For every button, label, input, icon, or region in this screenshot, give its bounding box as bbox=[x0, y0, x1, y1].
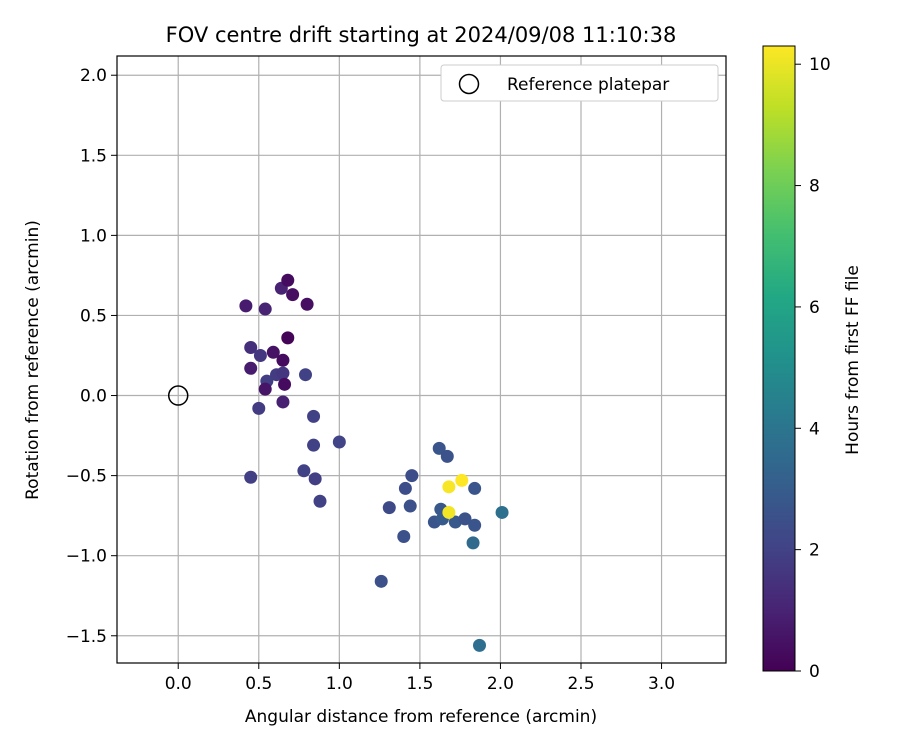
y-tick-label: 1.5 bbox=[80, 146, 107, 166]
data-point bbox=[440, 449, 454, 463]
data-point bbox=[239, 299, 253, 313]
data-point bbox=[281, 273, 295, 287]
y-tick-label: 0.0 bbox=[80, 387, 107, 407]
grid bbox=[117, 56, 726, 663]
data-point bbox=[374, 574, 388, 588]
data-point bbox=[432, 441, 446, 455]
colorbar: 0 2 4 6 8 10 Hours from first FF file bbox=[762, 45, 863, 682]
colorbar-tick-label: 0 bbox=[809, 662, 820, 682]
data-point bbox=[405, 469, 419, 483]
y-tick-label: −0.5 bbox=[66, 467, 107, 487]
legend-reference-marker-icon bbox=[458, 73, 480, 95]
data-point bbox=[397, 529, 411, 543]
data-point bbox=[468, 518, 482, 532]
plot-frame bbox=[116, 55, 727, 664]
data-point bbox=[276, 366, 290, 380]
y-tick-label: −1.5 bbox=[66, 627, 107, 647]
colorbar-gradient bbox=[762, 45, 796, 672]
colorbar-label: Hours from first FF file bbox=[843, 265, 863, 455]
data-point bbox=[297, 464, 311, 478]
data-point bbox=[442, 505, 456, 519]
data-point bbox=[313, 494, 327, 508]
data-point bbox=[244, 361, 258, 375]
data-point bbox=[308, 472, 322, 486]
reference-platepar-marker bbox=[167, 385, 189, 406]
data-point bbox=[276, 353, 290, 367]
legend: Reference platepar bbox=[440, 64, 719, 102]
data-point bbox=[332, 435, 346, 449]
data-point bbox=[403, 499, 417, 513]
data-point bbox=[398, 481, 412, 495]
data-point bbox=[473, 638, 486, 652]
x-axis-ticks: 0.0 0.5 1.0 1.5 2.0 2.5 3.0 bbox=[165, 663, 675, 694]
legend-box bbox=[440, 64, 719, 102]
data-point bbox=[442, 480, 456, 494]
y-tick-label: 1.0 bbox=[80, 226, 107, 246]
data-point bbox=[266, 345, 280, 359]
y-tick-label: 2.0 bbox=[80, 66, 107, 86]
data-point bbox=[244, 340, 258, 354]
colorbar-tick-label: 4 bbox=[809, 419, 820, 439]
data-point bbox=[258, 302, 272, 316]
data-point bbox=[468, 481, 482, 495]
x-tick-label: 0.0 bbox=[165, 674, 192, 694]
data-point bbox=[455, 473, 469, 487]
x-tick-label: 1.5 bbox=[406, 674, 433, 694]
data-points bbox=[239, 273, 509, 652]
data-point bbox=[307, 438, 321, 452]
x-tick-label: 1.0 bbox=[326, 674, 353, 694]
x-tick-label: 3.0 bbox=[648, 674, 675, 694]
colorbar-tick-label: 10 bbox=[809, 55, 831, 75]
chart-title: FOV centre drift starting at 2024/09/08 … bbox=[166, 23, 677, 47]
x-axis-label: Angular distance from reference (arcmin) bbox=[245, 707, 597, 727]
data-point bbox=[300, 297, 314, 311]
x-tick-label: 0.5 bbox=[245, 674, 272, 694]
data-point bbox=[382, 501, 396, 515]
x-tick-label: 2.5 bbox=[567, 674, 594, 694]
y-axis-ticks: −1.5 −1.0 −0.5 0.0 0.5 1.0 1.5 2.0 bbox=[66, 66, 117, 647]
data-point bbox=[299, 368, 312, 382]
colorbar-ticks: 0 2 4 6 8 10 bbox=[795, 55, 831, 682]
colorbar-tick-label: 8 bbox=[809, 177, 820, 197]
colorbar-tick-label: 6 bbox=[809, 298, 820, 318]
data-point bbox=[458, 512, 472, 526]
y-axis-label: Rotation from reference (arcmin) bbox=[23, 220, 43, 500]
data-point bbox=[281, 331, 295, 345]
y-tick-label: −1.0 bbox=[66, 547, 107, 567]
y-tick-label: 0.5 bbox=[80, 306, 107, 326]
data-point bbox=[253, 348, 267, 362]
colorbar-tick-label: 2 bbox=[809, 541, 820, 561]
legend-entry-reference: Reference platepar bbox=[507, 75, 669, 95]
x-tick-label: 2.0 bbox=[487, 674, 514, 694]
data-point bbox=[495, 505, 509, 519]
data-point bbox=[244, 470, 258, 484]
data-point bbox=[276, 395, 290, 409]
data-point bbox=[278, 377, 292, 391]
data-point bbox=[307, 409, 321, 423]
data-point bbox=[252, 401, 266, 415]
data-point bbox=[286, 288, 300, 302]
data-point bbox=[258, 382, 272, 396]
data-point bbox=[466, 536, 480, 550]
